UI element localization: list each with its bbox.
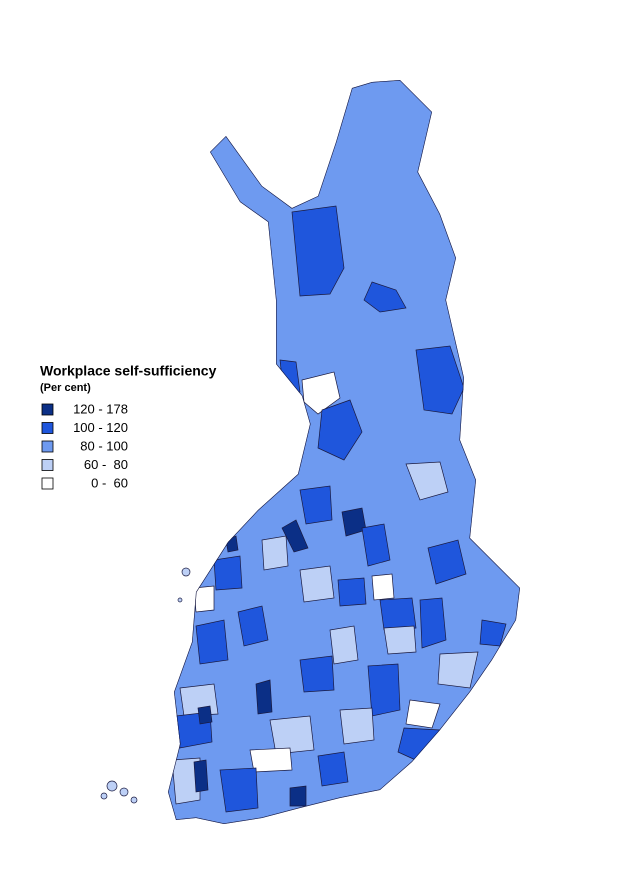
region [237, 605, 269, 647]
legend-items: 120 - 178 100 - 120 80 - 100 60 - 80 0 - 60 [41, 401, 128, 490]
region [197, 705, 213, 725]
legend-swatch [41, 440, 54, 453]
region [195, 619, 229, 665]
region [249, 747, 293, 773]
legend-swatch [41, 422, 54, 434]
region [269, 715, 315, 755]
region [379, 597, 417, 631]
region [363, 281, 407, 313]
legend-label: 0 - 60 [91, 475, 128, 490]
region [383, 625, 417, 655]
region [193, 585, 215, 613]
region [405, 699, 441, 729]
region [419, 597, 447, 649]
legend-subtitle: (Per cent) [40, 382, 91, 394]
map [168, 80, 520, 824]
region [289, 785, 307, 807]
region [219, 767, 259, 813]
legend: Workplace self-sufficiency (Per cent) 12… [40, 363, 217, 491]
legend-swatch [41, 459, 54, 471]
region [299, 655, 335, 693]
islands [100, 567, 191, 804]
border [168, 80, 520, 824]
region [299, 565, 335, 603]
legend-label: 120 - 178 [73, 401, 128, 416]
region [193, 759, 209, 793]
region [415, 345, 465, 415]
region [371, 573, 395, 601]
legend-label: 100 - 120 [73, 420, 128, 435]
region [301, 371, 341, 415]
region [317, 751, 349, 787]
region [329, 625, 359, 665]
region [291, 205, 345, 297]
region [255, 679, 273, 715]
legend-swatch [41, 403, 54, 416]
regions [171, 205, 507, 813]
region [171, 757, 201, 805]
region [281, 519, 309, 553]
legend-label: 60 - 80 [84, 457, 128, 472]
region [405, 461, 449, 501]
region [427, 539, 467, 585]
region [299, 485, 333, 525]
region [437, 651, 479, 689]
region [337, 577, 367, 607]
legend-title: Workplace self-sufficiency [40, 363, 217, 379]
region [361, 523, 391, 567]
region [261, 535, 289, 571]
region [213, 555, 243, 591]
region [317, 399, 363, 461]
region [339, 707, 375, 745]
legend-label: 80 - 100 [80, 438, 128, 453]
region [367, 663, 401, 717]
legend-swatch [41, 477, 54, 490]
